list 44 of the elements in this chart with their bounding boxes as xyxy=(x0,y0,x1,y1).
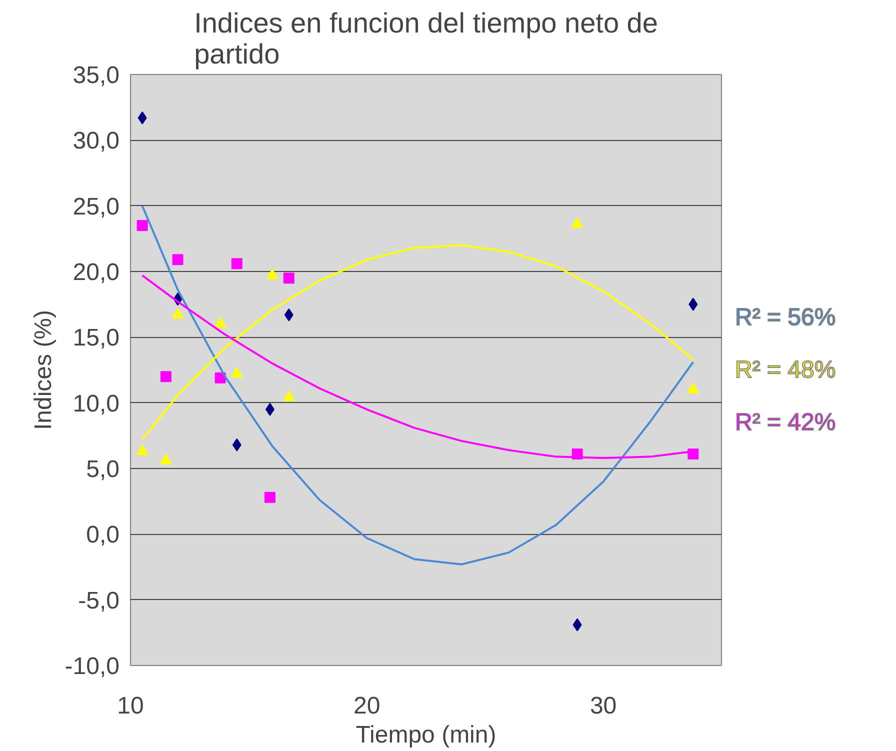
point xyxy=(160,371,172,382)
point xyxy=(172,254,184,266)
x-tick-label: 30 xyxy=(590,692,617,720)
y-tick-label: 30,0 xyxy=(72,128,120,155)
point xyxy=(282,390,295,402)
point xyxy=(214,372,226,384)
line-series xyxy=(141,204,694,566)
point xyxy=(266,268,278,280)
line-series xyxy=(141,244,694,441)
y-axis-title: Indices (%) xyxy=(30,310,57,430)
point xyxy=(571,217,584,228)
point xyxy=(172,308,184,319)
point xyxy=(687,382,700,394)
point xyxy=(231,258,242,270)
x-axis-title: Tiempo (min) xyxy=(356,722,496,748)
y-tick-label: 5,0 xyxy=(86,456,120,483)
y-tick-label: 0,0 xyxy=(86,522,120,549)
y-tick-label: 20,0 xyxy=(72,259,120,286)
chart-title: Indices en funcion del tiempo neto de partido xyxy=(194,8,658,70)
point xyxy=(230,367,243,378)
point xyxy=(284,308,294,322)
point xyxy=(688,298,698,311)
y-tick-label: -5,0 xyxy=(78,587,120,614)
point xyxy=(214,317,226,328)
point xyxy=(283,272,294,284)
point xyxy=(138,111,147,124)
point xyxy=(265,402,274,416)
series-label: R² = 42% xyxy=(735,409,836,436)
y-tick-label: -10,0 xyxy=(64,653,120,680)
x-tick-label: 10 xyxy=(117,692,144,720)
y-tick-label: 10,0 xyxy=(72,390,120,418)
y-tick-label: 35,0 xyxy=(72,62,120,89)
point xyxy=(572,618,582,632)
x-tick-label: 20 xyxy=(354,692,380,720)
point xyxy=(136,220,148,232)
point xyxy=(264,492,276,503)
point xyxy=(160,454,172,464)
text: R² = 56% xyxy=(735,304,836,331)
y-tick-label: 25,0 xyxy=(72,193,120,220)
series-label: R² = 48% xyxy=(735,356,836,384)
point xyxy=(136,444,148,456)
point xyxy=(688,448,699,460)
y-tick-label: 15,0 xyxy=(72,324,120,352)
point xyxy=(232,438,242,452)
